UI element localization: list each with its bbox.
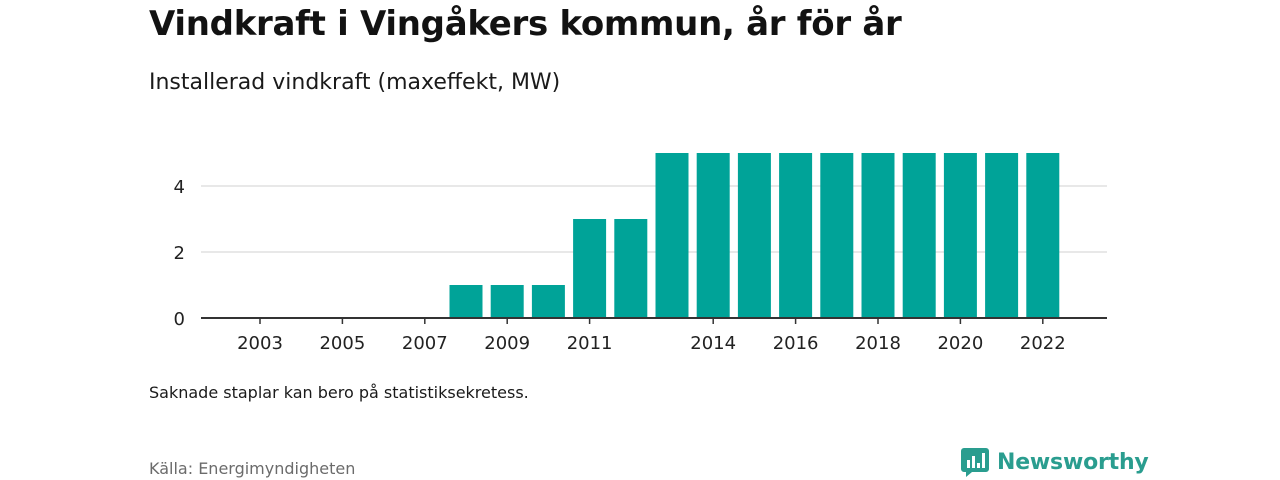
chart-title: Vindkraft i Vingåkers kommun, år för år [149, 4, 902, 44]
bar [779, 153, 813, 318]
x-tick-label: 2022 [1020, 333, 1066, 354]
footnote: Saknade staplar kan bero på statistiksek… [149, 383, 529, 402]
bar [573, 219, 607, 318]
bar [943, 153, 977, 318]
newsworthy-logo-icon [961, 448, 989, 477]
bar [614, 219, 648, 318]
bar [737, 153, 771, 318]
x-tick-label: 2007 [402, 333, 448, 354]
bar [655, 153, 689, 318]
x-tick-label: 2016 [773, 333, 819, 354]
bar [820, 153, 854, 318]
bar [696, 153, 730, 318]
bar [490, 285, 524, 318]
x-tick-label: 2020 [937, 333, 983, 354]
source-label: Källa: Energimyndigheten [149, 459, 356, 478]
x-tick-label: 2011 [567, 333, 613, 354]
x-tick-label: 2018 [855, 333, 901, 354]
x-tick-label: 2003 [237, 333, 283, 354]
y-tick-label: 0 [174, 309, 185, 330]
x-tick-label: 2009 [484, 333, 530, 354]
x-tick-label: 2014 [690, 333, 736, 354]
brand-name: Newsworthy [997, 449, 1149, 475]
bar [449, 285, 483, 318]
bar [861, 153, 895, 318]
y-tick-label: 4 [174, 177, 185, 198]
bar-chart: 0 2 4 2003 2005 2007 2009 2011 2014 2016 2018 2020 2… [174, 153, 1107, 354]
bar [985, 153, 1019, 318]
bar [1026, 153, 1060, 318]
bar [531, 285, 565, 318]
y-tick-label: 2 [174, 243, 185, 264]
x-tick-label: 2005 [319, 333, 365, 354]
newsworthy-logo: Newsworthy [961, 446, 1149, 478]
chart-subtitle: Installerad vindkraft (maxeffekt, MW) [149, 70, 561, 95]
bar [902, 153, 936, 318]
